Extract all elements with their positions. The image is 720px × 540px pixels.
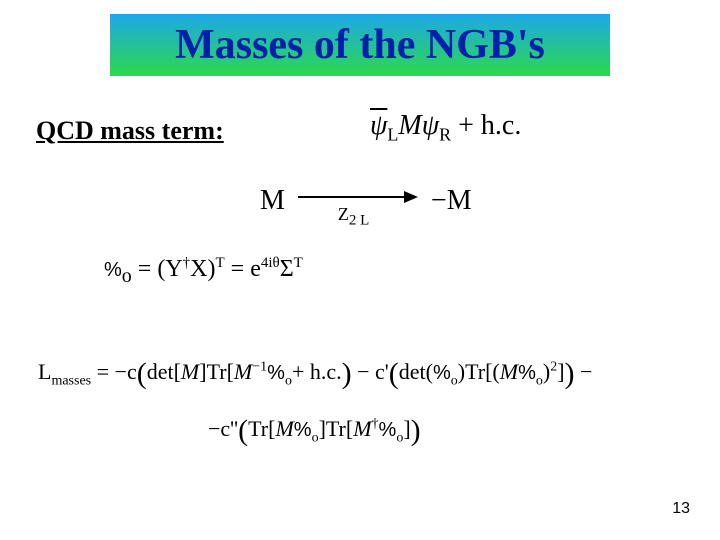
title-banner: Masses of the NGB's [110,14,610,76]
equation-m-transform: M Z2 L −M [260,185,472,217]
page-number: 13 [672,500,690,518]
eq2-left: M [260,185,285,216]
equation-qcd-mass: ψLMψR + h.c. [370,110,521,146]
page-title: Masses of the NGB's [175,21,545,69]
arrow-subscript: Z2 L [338,204,369,230]
eq4-line1: Lmasses = −c(det[M]Tr[M−1%o+ h.c.) − c'(… [38,345,592,402]
equation-lagrangian-masses: Lmasses = −c(det[M]Tr[M−1%o+ h.c.) − c'(… [38,345,592,459]
subtitle-label: QCD mass term: [36,116,224,146]
equation-sigma-def: %o = (Y†X)T = e4iθΣT [104,255,303,288]
arrow-icon: Z2 L [298,190,418,216]
eq2-right: −M [431,185,472,216]
eq4-line2: −c''(Tr[M%o]Tr[M†%o]) [38,402,592,459]
